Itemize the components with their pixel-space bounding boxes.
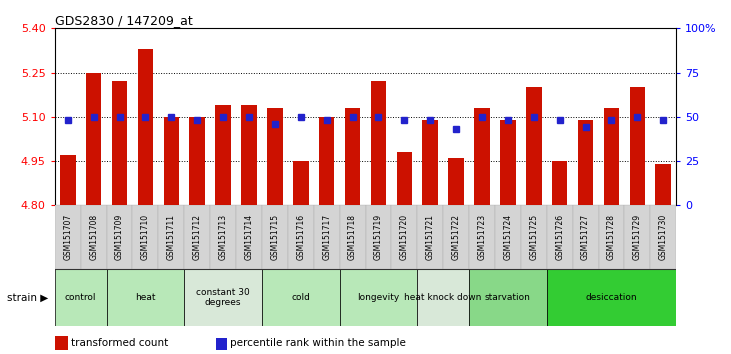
- Bar: [55, 205, 80, 269]
- Bar: [184, 269, 262, 326]
- Text: GSM151717: GSM151717: [322, 214, 331, 260]
- Bar: [552, 161, 567, 205]
- Text: GDS2830 / 147209_at: GDS2830 / 147209_at: [55, 14, 192, 27]
- Bar: [132, 205, 159, 269]
- Bar: [60, 155, 75, 205]
- Text: GSM151724: GSM151724: [504, 214, 512, 260]
- Bar: [137, 49, 154, 205]
- Bar: [107, 205, 132, 269]
- Bar: [184, 205, 211, 269]
- Bar: [164, 117, 179, 205]
- Text: GSM151718: GSM151718: [348, 214, 357, 260]
- Bar: [267, 108, 283, 205]
- Bar: [469, 269, 547, 326]
- Text: heat knock down: heat knock down: [404, 293, 482, 302]
- Text: GSM151723: GSM151723: [477, 214, 487, 260]
- Bar: [293, 161, 308, 205]
- Bar: [469, 205, 495, 269]
- Text: GSM151728: GSM151728: [607, 214, 616, 260]
- Text: GSM151729: GSM151729: [633, 214, 642, 260]
- Bar: [656, 164, 671, 205]
- Bar: [80, 205, 107, 269]
- Bar: [629, 87, 645, 205]
- Bar: [262, 205, 288, 269]
- Bar: [241, 105, 257, 205]
- Bar: [236, 205, 262, 269]
- Bar: [86, 73, 102, 205]
- Text: GSM151727: GSM151727: [581, 214, 590, 260]
- Bar: [624, 205, 651, 269]
- Bar: [319, 117, 334, 205]
- Bar: [577, 120, 594, 205]
- Bar: [340, 205, 366, 269]
- Text: GSM151722: GSM151722: [452, 214, 461, 260]
- Bar: [474, 108, 490, 205]
- Bar: [651, 205, 676, 269]
- Bar: [500, 120, 515, 205]
- Bar: [371, 81, 386, 205]
- Text: GSM151710: GSM151710: [141, 214, 150, 260]
- Text: GSM151715: GSM151715: [270, 214, 279, 260]
- Text: heat: heat: [135, 293, 156, 302]
- Bar: [314, 205, 340, 269]
- Bar: [417, 269, 469, 326]
- Bar: [112, 81, 127, 205]
- Bar: [417, 205, 443, 269]
- Text: GSM151713: GSM151713: [219, 214, 227, 260]
- Text: GSM151719: GSM151719: [374, 214, 383, 260]
- Bar: [521, 205, 547, 269]
- Bar: [366, 205, 391, 269]
- Text: constant 30
degrees: constant 30 degrees: [196, 288, 250, 307]
- Bar: [572, 205, 599, 269]
- Text: GSM151711: GSM151711: [167, 214, 176, 260]
- Bar: [216, 105, 231, 205]
- Bar: [107, 269, 184, 326]
- Text: GSM151716: GSM151716: [296, 214, 306, 260]
- Bar: [211, 205, 236, 269]
- Bar: [547, 269, 676, 326]
- Bar: [604, 108, 619, 205]
- Text: percentile rank within the sample: percentile rank within the sample: [230, 338, 406, 348]
- Bar: [448, 158, 464, 205]
- Bar: [396, 152, 412, 205]
- Text: transformed count: transformed count: [71, 338, 168, 348]
- Bar: [340, 269, 417, 326]
- Text: control: control: [65, 293, 96, 302]
- Bar: [495, 205, 520, 269]
- Text: GSM151714: GSM151714: [244, 214, 254, 260]
- Bar: [288, 205, 314, 269]
- Text: longevity: longevity: [357, 293, 400, 302]
- Text: cold: cold: [292, 293, 310, 302]
- Bar: [391, 205, 417, 269]
- Bar: [55, 269, 107, 326]
- Bar: [345, 108, 360, 205]
- Text: GSM151712: GSM151712: [193, 214, 202, 260]
- Text: GSM151725: GSM151725: [529, 214, 538, 260]
- Text: desiccation: desiccation: [586, 293, 637, 302]
- Bar: [189, 117, 205, 205]
- Text: GSM151720: GSM151720: [400, 214, 409, 260]
- Bar: [599, 205, 624, 269]
- Text: GSM151708: GSM151708: [89, 214, 98, 260]
- Text: GSM151726: GSM151726: [555, 214, 564, 260]
- Bar: [423, 120, 438, 205]
- Text: GSM151709: GSM151709: [115, 214, 124, 260]
- Text: GSM151721: GSM151721: [425, 214, 435, 260]
- Text: GSM151730: GSM151730: [659, 214, 667, 260]
- Bar: [159, 205, 184, 269]
- Bar: [443, 205, 469, 269]
- Bar: [547, 205, 572, 269]
- Bar: [262, 269, 340, 326]
- Text: starvation: starvation: [485, 293, 531, 302]
- Text: GSM151707: GSM151707: [64, 214, 72, 260]
- Text: strain ▶: strain ▶: [7, 292, 48, 302]
- Bar: [526, 87, 542, 205]
